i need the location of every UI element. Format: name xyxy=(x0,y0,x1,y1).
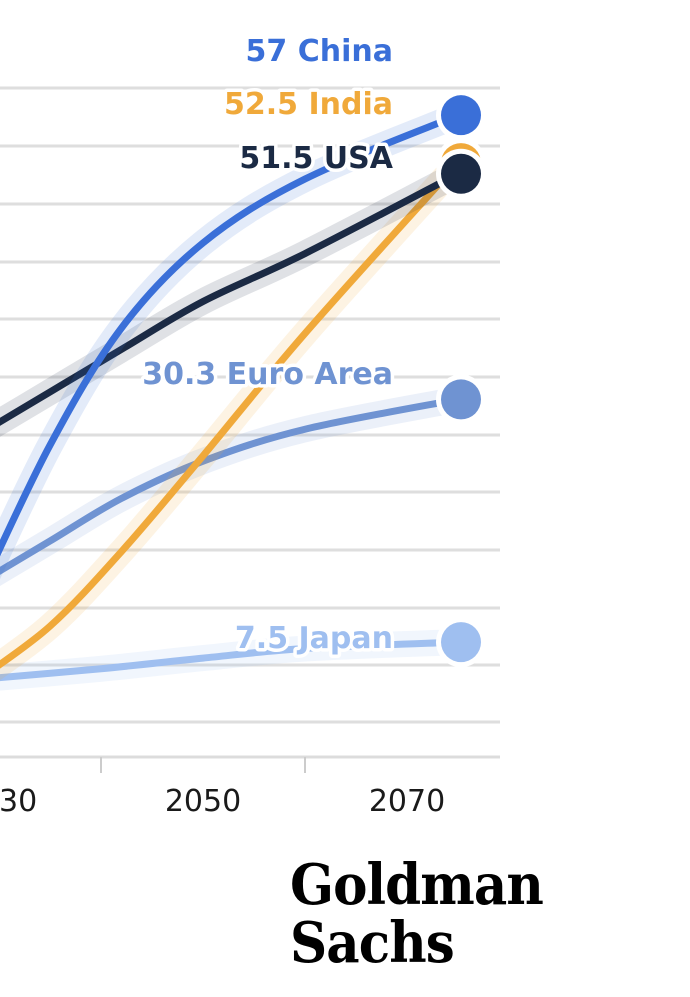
x-axis: 2030 2050 2070 xyxy=(0,755,500,819)
series-line-japan xyxy=(0,638,462,682)
series-label-euro-area: 30.3 Euro Area xyxy=(142,357,393,392)
series-line-india xyxy=(0,159,462,669)
logo-line-2: Sachs xyxy=(290,910,455,976)
goldman-sachs-logo: Goldman Sachs xyxy=(290,852,544,976)
series-line-china xyxy=(0,111,462,557)
series-end-marker-usa xyxy=(441,153,481,194)
series-line-usa xyxy=(0,170,462,426)
series-line-euro-area xyxy=(0,395,462,575)
x-tick-label: 2030 xyxy=(0,784,37,819)
series-end-marker-japan xyxy=(441,622,481,663)
gridlines xyxy=(0,86,500,724)
series-end-markers xyxy=(436,90,486,668)
logo-line-1: Goldman xyxy=(290,852,544,918)
series-end-marker-euro-area xyxy=(441,379,481,420)
series-label-usa: 51.5 USA xyxy=(239,141,393,176)
x-tick-label: 2050 xyxy=(165,784,241,819)
series-label-japan: 7.5 Japan xyxy=(235,621,393,656)
x-tick-label: 2070 xyxy=(369,784,445,819)
series-label-china: 57 China xyxy=(246,34,393,69)
series-labels: 7.5 Japan 30.3 Euro Area 52.5 India 51.5 US… xyxy=(139,31,398,660)
series-end-marker-china xyxy=(441,95,481,136)
series-lines xyxy=(0,102,471,691)
series-label-india: 52.5 India xyxy=(224,87,393,122)
